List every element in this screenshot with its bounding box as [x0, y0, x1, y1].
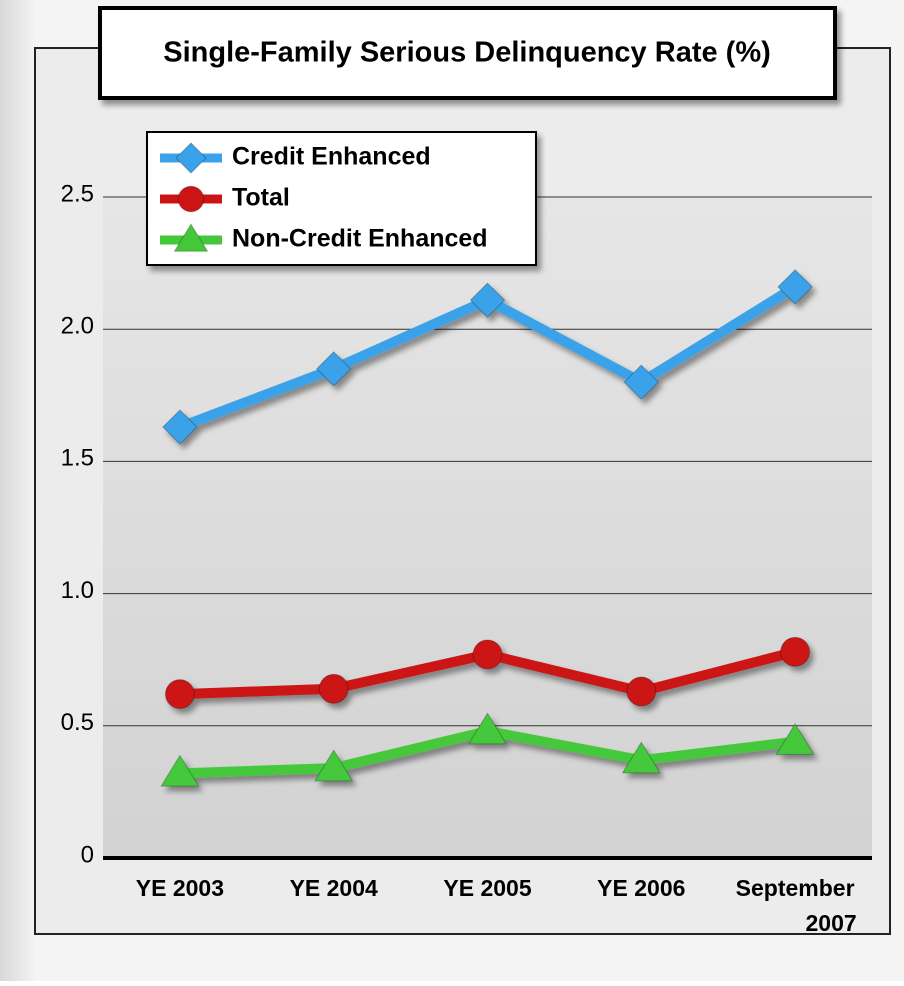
legend-label: Credit Enhanced	[232, 143, 431, 171]
x-tick-label: YE 2004	[290, 875, 378, 901]
x-tick-label: YE 2006	[597, 875, 685, 901]
title-box	[98, 6, 837, 100]
y-tick-label: 0.5	[61, 709, 94, 736]
legend-label: Total	[232, 184, 290, 212]
marker	[623, 364, 660, 400]
x-tick-label: YE 2003	[136, 875, 224, 901]
marker	[315, 351, 352, 387]
chart-title: Single-Family Serious Delinquency Rate (…	[163, 37, 771, 69]
marker	[318, 673, 349, 704]
marker	[472, 639, 503, 670]
series	[162, 269, 813, 445]
series	[160, 712, 815, 787]
marker	[626, 676, 657, 707]
marker	[162, 409, 198, 445]
marker	[780, 636, 811, 667]
y-tick-label: 1.0	[61, 577, 94, 604]
marker	[621, 741, 661, 774]
y-tick-label: 2.0	[61, 313, 94, 340]
marker	[777, 269, 813, 305]
legend-label: Non-Credit Enhanced	[232, 225, 488, 253]
marker	[469, 282, 506, 318]
marker	[173, 223, 209, 252]
marker	[177, 185, 205, 213]
marker	[164, 679, 195, 710]
marker	[314, 749, 354, 782]
marker	[160, 754, 200, 787]
y-tick-label: 0	[81, 841, 94, 868]
x-tick-label: YE 2005	[443, 875, 531, 901]
marker	[175, 142, 207, 174]
series	[164, 636, 811, 710]
y-tick-label: 1.5	[61, 445, 94, 472]
x-tick-label: September 2007	[736, 875, 857, 936]
marker	[775, 722, 815, 755]
marker	[467, 712, 508, 745]
y-tick-label: 2.5	[61, 180, 94, 207]
